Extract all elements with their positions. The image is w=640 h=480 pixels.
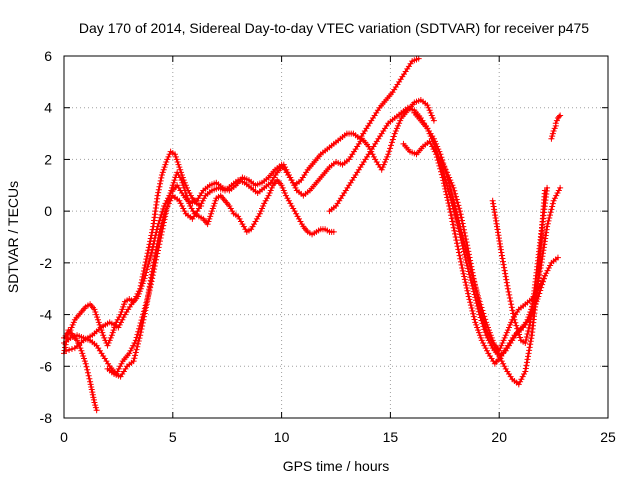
plus-markers	[437, 156, 548, 354]
y-tick-label: 6	[44, 48, 52, 64]
data-series-9	[437, 156, 548, 354]
plus-markers	[104, 96, 437, 380]
y-tick-label: -4	[40, 307, 53, 323]
x-tick-label: 15	[383, 429, 399, 445]
x-tick-label: 25	[600, 429, 616, 445]
data-series-5	[104, 96, 437, 380]
y-tick-label: 0	[44, 203, 52, 219]
chart-title: Day 170 of 2014, Sidereal Day-to-day VTE…	[79, 20, 589, 36]
x-axis: 0 5 10 15 20 25	[60, 56, 616, 445]
data-series-10	[489, 184, 551, 347]
x-tick-label: 0	[60, 429, 68, 445]
plus-markers	[489, 184, 551, 347]
x-tick-label: 20	[491, 429, 507, 445]
y-tick-label: -6	[40, 358, 53, 374]
x-tick-label: 10	[274, 429, 290, 445]
y-tick-label: -8	[40, 410, 53, 426]
y-tick-label: 4	[44, 100, 52, 116]
y-tick-label: 2	[44, 151, 52, 167]
x-tick-label: 5	[169, 429, 177, 445]
x-axis-title: GPS time / hours	[283, 458, 390, 474]
data-series-12	[552, 112, 564, 127]
y-axis-title: SDTVAR / TECUs	[5, 181, 21, 293]
y-tick-label: -2	[40, 255, 53, 271]
plus-markers	[552, 112, 564, 127]
data-series-layer	[61, 55, 564, 414]
y-axis: -8 -6 -4 -2 0 2 4 6	[40, 48, 608, 426]
plot-frame	[63, 55, 609, 419]
